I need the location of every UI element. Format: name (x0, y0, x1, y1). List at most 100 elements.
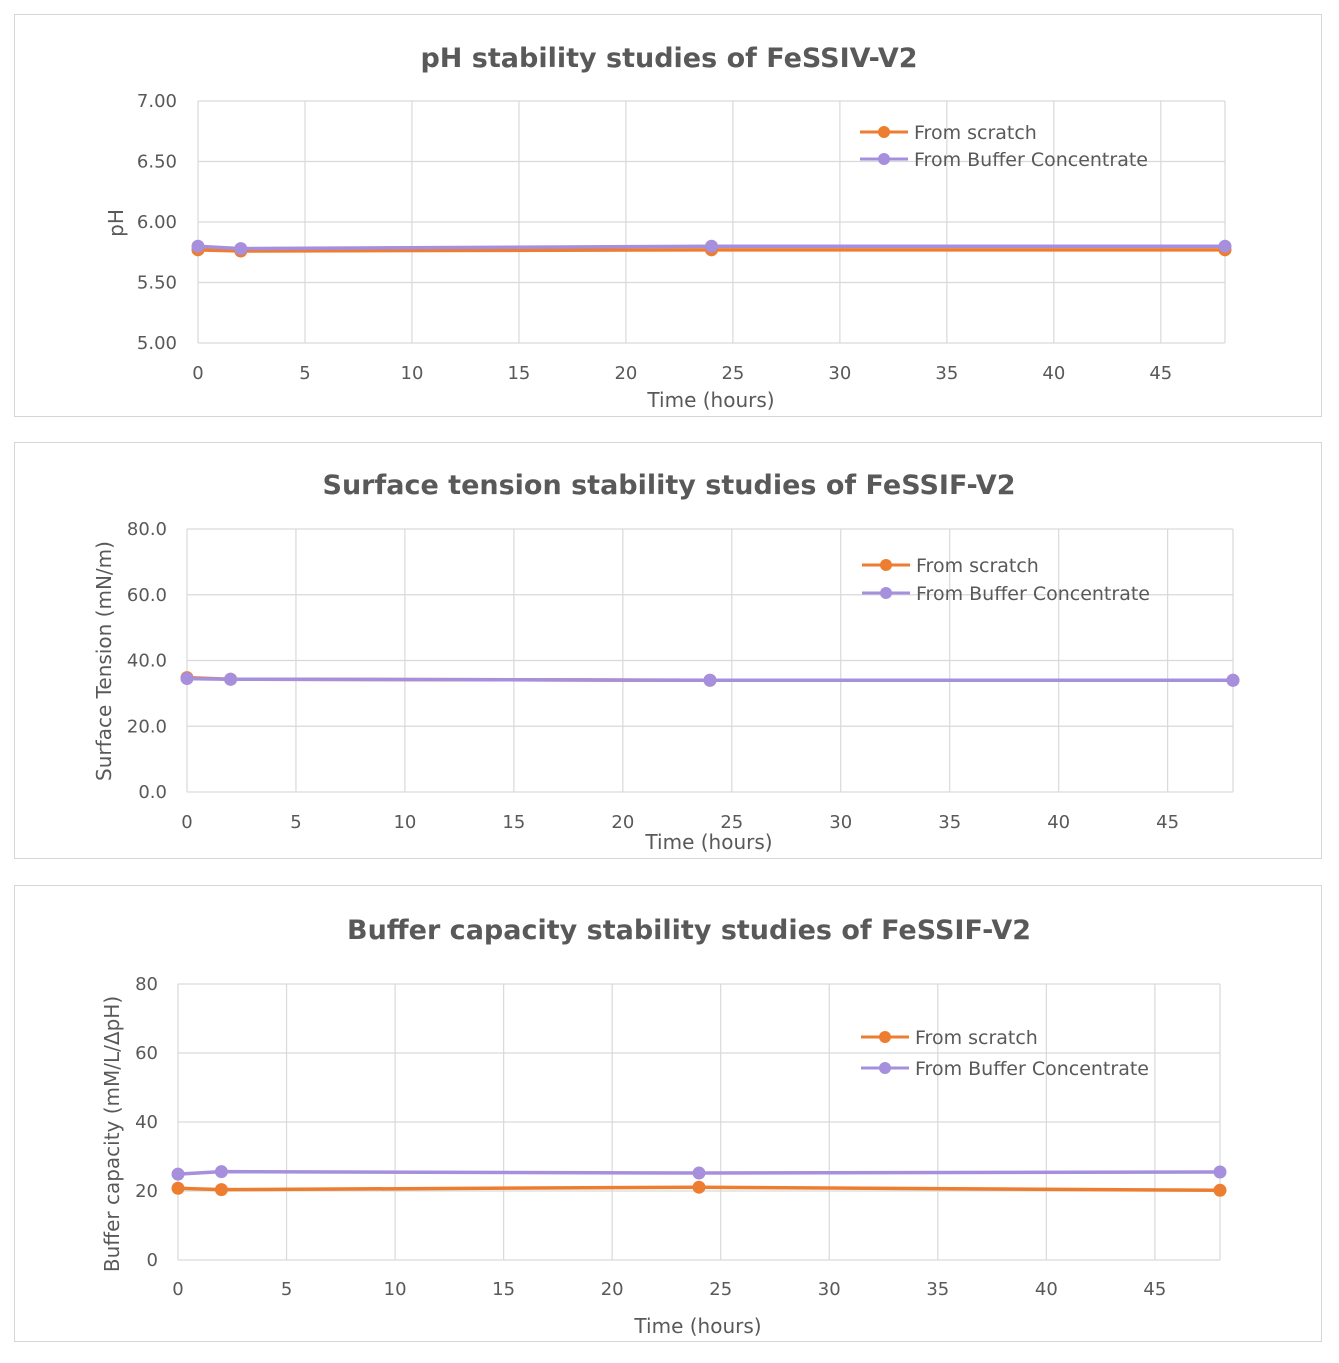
x-tick-label: 20 (601, 1279, 624, 1300)
x-tick-label: 30 (818, 1279, 841, 1300)
y-tick-labels: 0 20 40 60 80 (135, 974, 158, 1271)
y-axis-label: pH (104, 209, 128, 237)
data-point-from-buffer-concentrate (234, 242, 248, 256)
series-lines (171, 1165, 1227, 1197)
data-point-from-scratch (214, 1183, 228, 1197)
x-axis-label: Time (hours) (644, 830, 772, 854)
legend-label-from-buffer-concentrate: From Buffer Concentrate (915, 1058, 1149, 1080)
y-tick-label: 7.00 (137, 91, 177, 112)
y-tick-label: 60 (135, 1043, 158, 1064)
series-line-from-buffer-concentrate (197, 244, 1225, 251)
series-line-from-scratch (197, 248, 1225, 253)
y-tick-label: 80.0 (127, 519, 167, 540)
y-tick-label: 5.50 (137, 273, 177, 294)
legend: From scratch From Buffer Concentrate (862, 555, 1150, 605)
legend-marker-from-buffer-concentrate (878, 153, 890, 165)
y-tick-label: 40 (135, 1112, 158, 1133)
legend-label-from-buffer-concentrate: From Buffer Concentrate (916, 583, 1150, 605)
data-point-from-buffer-concentrate (703, 673, 717, 687)
x-tick-labels: 0 5 10 15 20 25 30 35 40 45 (172, 1279, 1166, 1300)
x-tick-labels: 0 5 10 15 20 25 30 35 40 45 (192, 363, 1172, 384)
legend-marker-from-buffer-concentrate (880, 587, 892, 599)
legend-marker-from-buffer-concentrate (879, 1062, 891, 1074)
legend: From scratch From Buffer Concentrate (861, 1027, 1149, 1080)
x-tick-label: 45 (1143, 1279, 1166, 1300)
y-tick-labels: 0.0 20.0 40.0 60.0 80.0 (127, 519, 167, 803)
x-tick-label: 30 (828, 363, 851, 384)
buffer-capacity-chart-svg: Buffer capacity stability studies of FeS… (100, 915, 1227, 1338)
y-tick-label: 6.00 (137, 212, 177, 233)
series-lines (191, 239, 1232, 258)
data-point-from-buffer-concentrate (171, 1167, 185, 1181)
x-tick-label: 0 (181, 812, 192, 833)
data-point-from-scratch (692, 1180, 706, 1194)
legend-marker-from-scratch (879, 1031, 891, 1043)
x-tick-label: 25 (720, 812, 743, 833)
x-tick-label: 0 (192, 363, 203, 384)
x-tick-label: 15 (507, 363, 530, 384)
x-tick-label: 5 (281, 1279, 292, 1300)
x-tick-label: 10 (401, 363, 424, 384)
x-tick-label: 45 (1156, 812, 1179, 833)
x-tick-labels: 0 5 10 15 20 25 30 35 40 45 (181, 812, 1179, 833)
gridlines (177, 983, 1221, 1261)
x-tick-label: 25 (709, 1279, 732, 1300)
x-tick-label: 40 (1035, 1279, 1058, 1300)
chart-panel-surface-tension: Surface tension stability studies of FeS… (14, 442, 1322, 859)
data-point-from-buffer-concentrate (1226, 673, 1240, 687)
legend-label-from-buffer-concentrate: From Buffer Concentrate (914, 149, 1148, 171)
y-tick-label: 80 (135, 974, 158, 995)
legend-marker-from-scratch (878, 126, 890, 138)
x-tick-label: 0 (172, 1279, 183, 1300)
y-axis-label: Surface Tension (mN/m) (92, 541, 116, 781)
data-point-from-buffer-concentrate (692, 1166, 706, 1180)
x-tick-label: 40 (1042, 363, 1065, 384)
legend: From scratch From Buffer Concentrate (860, 122, 1148, 171)
y-tick-label: 20.0 (127, 716, 167, 737)
y-tick-label: 0 (147, 1250, 158, 1271)
x-tick-label: 20 (611, 812, 634, 833)
data-point-from-buffer-concentrate (224, 672, 238, 686)
gridlines (186, 528, 1234, 793)
x-tick-label: 25 (721, 363, 744, 384)
x-tick-label: 15 (492, 1279, 515, 1300)
legend-label-from-scratch: From scratch (916, 555, 1039, 577)
legend-label-from-scratch: From scratch (915, 1027, 1038, 1049)
data-point-from-scratch (1213, 1183, 1227, 1197)
x-tick-label: 10 (384, 1279, 407, 1300)
series-line-from-buffer-concentrate (177, 1169, 1221, 1176)
ph-chart-svg: pH stability studies of FeSSIV-V2 5.00 5.… (104, 43, 1232, 412)
surface-tension-chart-svg: Surface tension stability studies of FeS… (92, 470, 1240, 854)
series-line-from-buffer-concentrate (186, 676, 1233, 682)
x-axis-label: Time (hours) (633, 1314, 761, 1338)
x-tick-label: 30 (829, 812, 852, 833)
chart-title: pH stability studies of FeSSIV-V2 (420, 43, 917, 74)
data-point-from-buffer-concentrate (1218, 239, 1232, 253)
x-tick-label: 20 (614, 363, 637, 384)
data-point-from-buffer-concentrate (180, 672, 194, 686)
series-lines (180, 671, 1240, 687)
gridlines (197, 100, 1226, 344)
x-tick-label: 45 (1149, 363, 1172, 384)
chart-panel-ph: pH stability studies of FeSSIV-V2 5.00 5.… (14, 14, 1322, 417)
data-point-from-scratch (171, 1181, 185, 1195)
y-axis-label: Buffer capacity (mM/L/ΔpH) (100, 996, 124, 1272)
legend-label-from-scratch: From scratch (914, 122, 1037, 144)
chart-panel-buffer-capacity: Buffer capacity stability studies of FeS… (14, 885, 1322, 1342)
data-point-from-buffer-concentrate (214, 1165, 228, 1179)
chart-title: Surface tension stability studies of FeS… (323, 470, 1016, 501)
x-tick-label: 35 (938, 812, 961, 833)
x-tick-label: 10 (393, 812, 416, 833)
y-tick-label: 5.00 (137, 333, 177, 354)
legend-marker-from-scratch (880, 559, 892, 571)
data-point-from-buffer-concentrate (705, 239, 718, 253)
y-tick-label: 0.0 (138, 782, 167, 803)
x-tick-label: 15 (502, 812, 525, 833)
data-point-from-buffer-concentrate (1213, 1165, 1227, 1179)
y-tick-label: 40.0 (127, 651, 167, 672)
chart-title: Buffer capacity stability studies of FeS… (347, 915, 1031, 946)
series-line-from-scratch (177, 1185, 1221, 1193)
x-tick-label: 40 (1047, 812, 1070, 833)
x-tick-label: 35 (926, 1279, 949, 1300)
x-tick-label: 35 (935, 363, 958, 384)
